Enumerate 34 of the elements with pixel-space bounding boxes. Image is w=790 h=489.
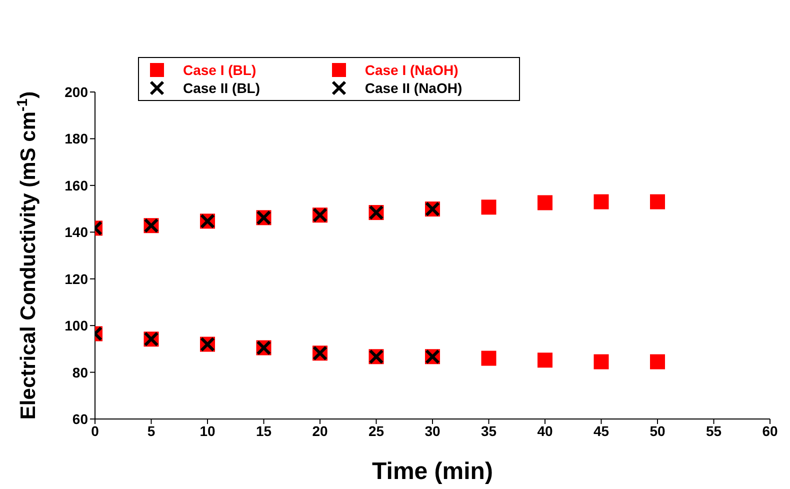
y-tick-label: 180: [64, 130, 88, 147]
point: [650, 194, 665, 210]
x-tick-label: 35: [480, 422, 497, 439]
x-tick-label: 5: [147, 422, 156, 439]
x-tick-label: 40: [537, 422, 553, 439]
point: [594, 194, 609, 210]
x-tick-label: 20: [312, 422, 328, 439]
point: [650, 354, 665, 370]
x-tick-label: 25: [368, 422, 384, 439]
y-tick-label: 160: [64, 177, 88, 194]
y-tick-label: 120: [64, 270, 88, 287]
legend-label: Case I (NaOH): [364, 62, 458, 78]
point: [481, 200, 496, 215]
y-tick-label: 80: [72, 364, 88, 380]
y-tick-label: 200: [64, 84, 88, 100]
point: [538, 195, 552, 210]
x-tick-label: 0: [91, 422, 100, 439]
x-tick-label: 45: [593, 422, 610, 439]
point: [481, 350, 496, 366]
legend-label: Case I (BL): [183, 62, 256, 78]
x-tick-label: 30: [424, 422, 440, 439]
y-tick-label: 60: [72, 410, 88, 427]
point: [594, 354, 609, 370]
x-tick-label: 50: [650, 422, 666, 439]
x-axis-title: Time (min): [372, 458, 493, 485]
x-tick-label: 55: [706, 422, 722, 439]
x-tick-label: 15: [256, 422, 272, 439]
x-tick-label: 10: [200, 422, 216, 439]
point: [538, 352, 552, 368]
x-tick-label: 60: [762, 422, 778, 439]
y-tick-label: 140: [64, 224, 88, 240]
legend-label: Case II (BL): [183, 80, 260, 96]
y-tick-label: 100: [64, 318, 88, 334]
legend-label: Case II (NaOH): [364, 80, 462, 96]
